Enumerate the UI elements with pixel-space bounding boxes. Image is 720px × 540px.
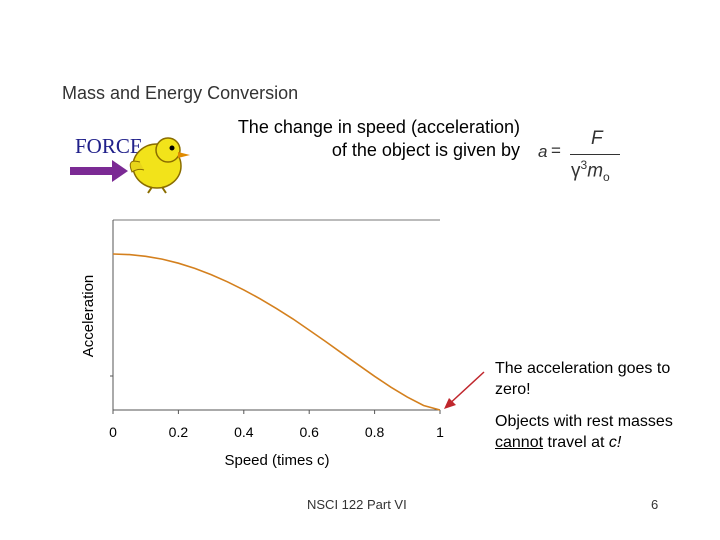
x-tick-label: 0.2: [169, 424, 189, 440]
formula-equals: =: [551, 141, 561, 160]
x-tick-label: 1: [436, 424, 444, 440]
force-label: FORCE: [75, 134, 143, 158]
x-tick-label: 0.6: [299, 424, 319, 440]
y-axis-label: Acceleration: [80, 275, 97, 358]
acceleration-formula: a = F γ3mo: [538, 128, 628, 184]
slide-title: Mass and Energy Conversion: [62, 83, 299, 103]
force-arrow-icon: [70, 160, 128, 182]
intro-text: The change in speed (acceleration) of th…: [196, 116, 520, 162]
intro-line-1: The change in speed (acceleration): [237, 117, 520, 137]
formula-lhs: a: [538, 142, 548, 161]
acceleration-curve: [112, 253, 441, 411]
x-axis-label: Speed (times c): [224, 452, 329, 469]
pointer-arrow-line: [445, 371, 485, 408]
footer-text: NSCI 122 Part VI: [307, 497, 407, 512]
formula-denominator: γ3mo: [571, 158, 610, 185]
page-number: 6: [651, 497, 659, 512]
note-cannot-travel: Objects with rest masses cannot travel a…: [495, 413, 673, 451]
note-acceleration-zero: The acceleration goes to zero!: [495, 360, 671, 398]
formula-numerator: F: [591, 128, 603, 149]
formula-fraction-bar: [570, 154, 620, 155]
x-tick-label: 0.8: [365, 424, 385, 440]
x-tick-label: 0: [109, 424, 117, 440]
pointer-arrow-head: [444, 398, 456, 409]
yellow-bird-icon: [129, 137, 190, 194]
intro-line-2: of the object is given by: [331, 140, 520, 160]
x-tick-label: 0.4: [234, 424, 254, 440]
